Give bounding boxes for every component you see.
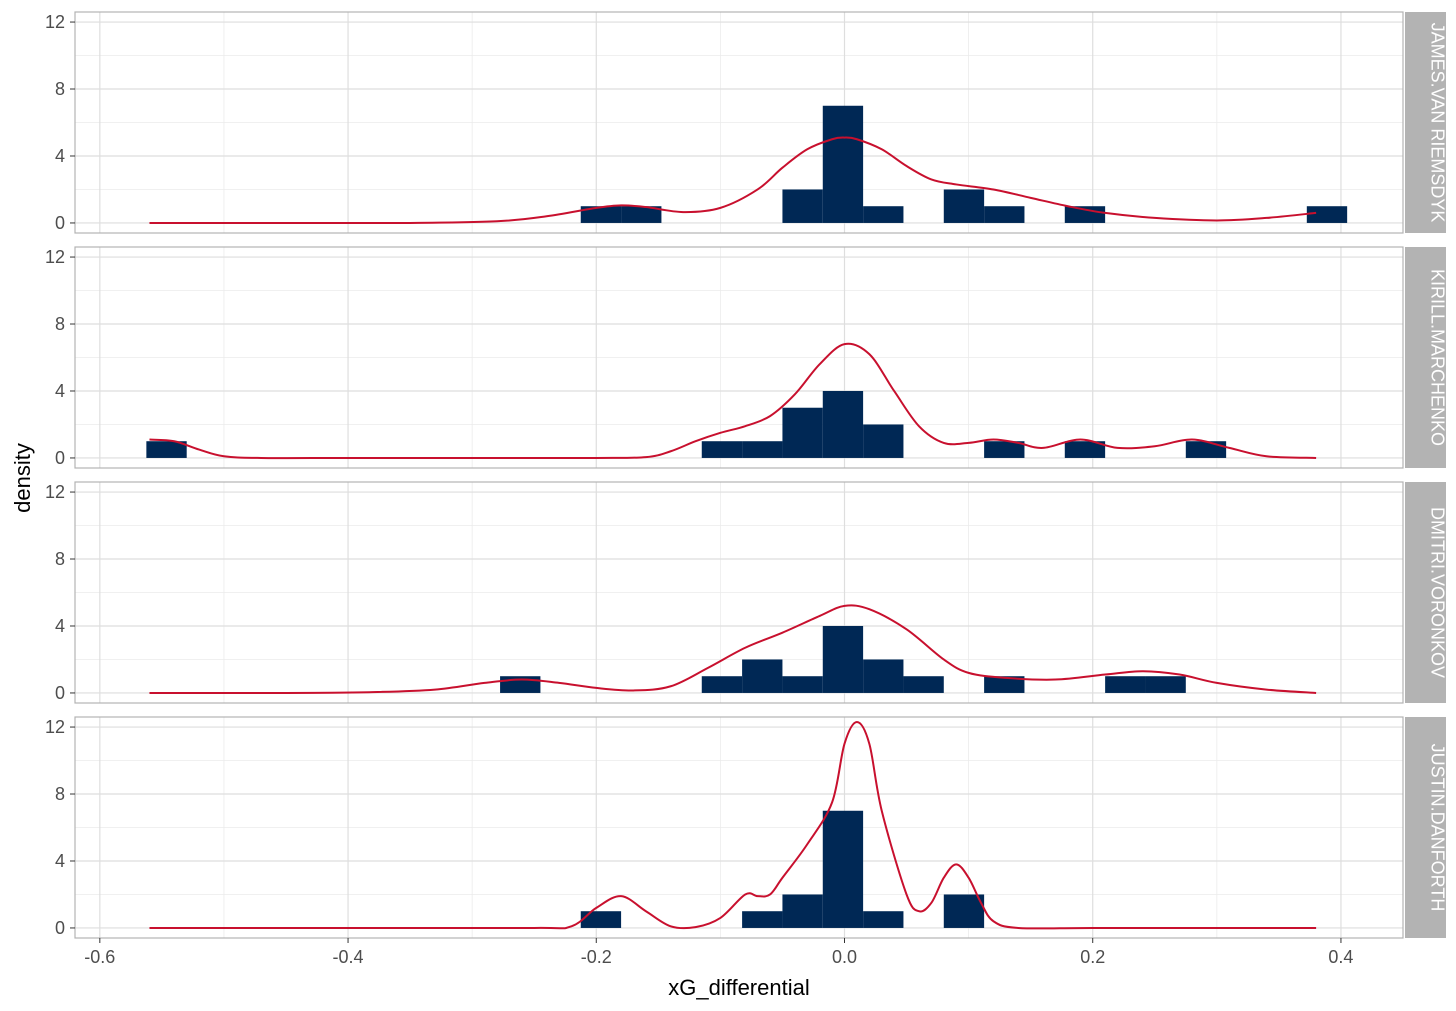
histogram-bar [943,894,985,928]
y-tick-label: 4 [55,381,65,401]
histogram-bar [701,441,743,458]
x-tick-label: -0.6 [84,947,115,967]
y-tick-label: 8 [55,314,65,334]
y-tick-label: 12 [45,247,65,267]
x-tick-label: 0.2 [1080,947,1105,967]
x-axis: -0.6 -0.4 -0.2 0.0 0.2 0.4 [84,938,1353,967]
histogram-bar [822,390,864,458]
panel-border [74,481,1404,704]
facet-strip-label: DMITRI.VORONKOV [1428,507,1448,678]
x-tick-label: 0.4 [1328,947,1353,967]
y-tick-label: 12 [45,482,65,502]
y-tick-label: 8 [55,549,65,569]
histogram-bar [580,206,622,223]
x-axis-title: xG_differential [668,975,809,1000]
histogram-bar [580,911,622,928]
histogram-bar [863,911,904,928]
histogram-bar [1306,206,1348,223]
density-curve [149,342,1317,460]
histogram-bar [863,206,904,223]
histogram-bar [742,441,783,458]
y-tick-label: 4 [55,146,65,166]
facet-strip [1405,482,1446,703]
y-tick-label: 8 [55,79,65,99]
facet-strip [1405,247,1446,468]
panel-border [74,11,1404,234]
histogram-bar [943,189,985,223]
y-tick-label: 12 [45,12,65,32]
histogram-bar [822,810,864,928]
histogram-bar [984,676,1025,693]
y-axis-title: density [10,443,35,513]
histogram-bar [1185,441,1227,458]
facet-panel: JAMES.VAN RIEMSDYK 0 4 8 12 [45,11,1448,234]
histogram-bar [863,659,904,693]
x-tick-label: 0.0 [832,947,857,967]
x-tick-label: -0.4 [333,947,364,967]
y-tick-label: 0 [55,683,65,703]
histogram-bar [1145,676,1186,693]
histogram-bar [621,206,662,223]
histogram-bar [984,206,1025,223]
x-tick-label: -0.2 [581,947,612,967]
panel-border [74,246,1404,469]
facet-strip [1405,12,1446,233]
histogram-bar [1105,676,1146,693]
histogram-bar [782,189,823,223]
facet-strip-label: KIRILL.MARCHENKO [1428,269,1448,446]
panels-layer: JAMES.VAN RIEMSDYK 0 4 8 12 KIRILL.MARCHENKO 0… [45,11,1448,939]
facet-strip [1405,717,1446,938]
histogram-bar [1064,441,1106,458]
facet-panel: JUSTIN.DANFORTH 0 4 8 12 [45,716,1448,939]
histogram-bar [782,894,823,928]
density-curve [149,136,1317,225]
panel-border [74,716,1404,939]
histogram-bar [701,676,743,693]
histogram-bar [782,407,823,458]
histogram-bar [742,659,783,693]
histogram-bar [822,105,864,223]
y-tick-label: 4 [55,851,65,871]
histogram-bar [146,441,187,458]
y-tick-label: 8 [55,784,65,804]
histogram-bar [903,676,944,693]
facet-panel: KIRILL.MARCHENKO 0 4 8 12 [45,246,1448,469]
facet-panel: DMITRI.VORONKOV 0 4 8 12 [45,481,1448,704]
y-tick-label: 4 [55,616,65,636]
y-tick-label: 0 [55,448,65,468]
y-tick-label: 0 [55,918,65,938]
histogram-bar [782,676,823,693]
y-tick-label: 0 [55,213,65,233]
facet-strip-label: JAMES.VAN RIEMSDYK [1428,23,1448,223]
histogram-bar [863,424,904,458]
density-curve [149,604,1317,695]
y-tick-label: 12 [45,717,65,737]
facet-strip-label: JUSTIN.DANFORTH [1428,744,1448,912]
histogram-bar [984,441,1025,458]
histogram-bar [742,911,783,928]
density-curve [149,721,1317,930]
histogram-bar [822,625,864,693]
